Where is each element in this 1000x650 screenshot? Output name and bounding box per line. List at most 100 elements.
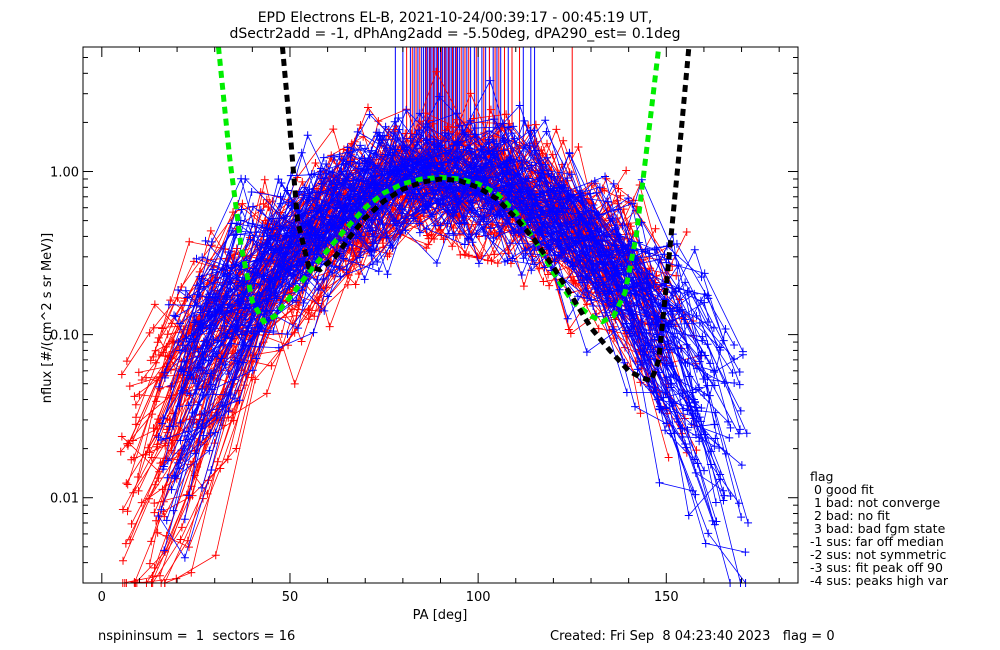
data-point [432,259,441,268]
data-point [335,152,344,161]
data-point [122,357,131,366]
data-point [515,101,524,110]
series-trace [168,126,744,352]
flag-legend: flag 0 good fit 1 bad: not converge 2 ba… [810,469,949,588]
data-point [150,499,159,508]
data-point [148,572,157,581]
data-point [694,351,703,360]
data-point [517,271,526,280]
data-point [608,325,617,334]
data-point [360,275,369,284]
data-point [274,343,283,352]
data-point [590,207,599,216]
data-point [542,127,551,136]
data-point [612,266,621,275]
data-point [700,298,709,307]
data-point [424,240,433,249]
data-point [185,237,194,246]
data-point [563,314,572,323]
data-point [146,356,155,365]
data-point [167,485,176,494]
data-point [197,483,206,492]
data-point [642,311,651,320]
data-point [566,329,575,338]
data-point [565,148,574,157]
data-point [157,435,166,444]
data-point [568,258,577,267]
data-point [276,192,285,201]
data-point [662,419,671,428]
data-point [742,429,751,438]
data-point [484,138,493,147]
data-point [216,464,225,473]
data-point [303,229,312,238]
data-point [525,208,534,217]
data-point [293,173,302,182]
data-point [311,158,320,167]
data-point [297,148,306,157]
data-point [335,262,344,271]
data-point [125,382,134,391]
data-point [317,236,326,245]
data-point [248,219,257,228]
legend-entry-2: 2 bad: no fit [810,508,890,523]
data-point [198,253,207,262]
data-point [223,455,232,464]
data-point [150,300,159,309]
data-point [192,316,201,325]
data-point [609,179,618,188]
data-point [144,443,153,452]
data-point [559,136,568,145]
data-point [633,365,642,374]
data-point [611,244,620,253]
data-point [555,189,564,198]
data-point [540,263,549,272]
data-point [531,196,540,205]
data-point [530,126,539,135]
data-point [527,266,536,275]
data-point [399,140,408,149]
data-point [189,335,198,344]
data-point [247,187,256,196]
data-point [158,324,167,333]
data-point [365,110,374,119]
data-point [690,289,699,298]
data-point [711,408,720,417]
axes-ticks: 0 50 100 150 0.01 0.10 1.00 [50,47,798,605]
data-point [260,175,269,184]
data-point [493,259,502,268]
data-point [668,310,677,319]
data-point [655,478,664,487]
data-point [681,315,690,324]
data-point [402,106,411,115]
data-point [509,165,518,174]
data-point [636,409,645,418]
data-point [616,191,625,200]
data-point [195,272,204,281]
data-point [661,426,670,435]
data-point [167,381,176,390]
data-point [177,386,186,395]
data-point [355,253,364,262]
data-point [393,133,402,142]
data-point [435,92,444,101]
data-point [186,389,195,398]
data-point [118,505,127,514]
data-point [235,396,244,405]
data-point [124,439,133,448]
data-point [600,186,609,195]
data-point [539,277,548,286]
data-point [224,413,233,422]
data-point [415,228,424,237]
data-point [520,143,529,152]
data-point [592,188,601,197]
data-point [241,174,250,183]
data-point [706,359,715,368]
data-point [147,537,156,546]
data-point [480,213,489,222]
data-point [507,129,516,138]
data-point [225,389,234,398]
data-point [231,356,240,365]
series-group [154,76,753,587]
data-point [223,261,232,270]
